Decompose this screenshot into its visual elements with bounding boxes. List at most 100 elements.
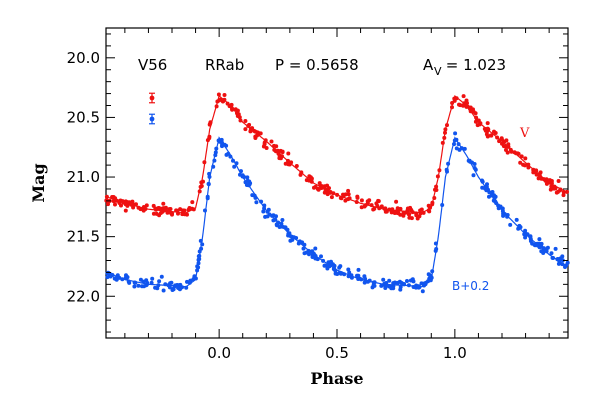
header-period: P = 0.5658 [275, 56, 359, 74]
v-data-point [354, 200, 359, 204]
b-data-point [487, 194, 491, 199]
v-data-point [168, 207, 173, 211]
b-data-point [310, 255, 315, 259]
v-data-point [379, 204, 384, 209]
v-data-point [120, 199, 125, 204]
v-data-point [214, 104, 219, 109]
b-data-point [192, 274, 197, 279]
v-data-point [432, 196, 437, 200]
v-data-point [190, 200, 195, 205]
b-data-point [321, 258, 326, 263]
v-data-point [434, 188, 439, 192]
b-data-point [446, 161, 451, 166]
v-data-point [104, 194, 109, 199]
b-data-point [126, 279, 131, 284]
series-label-b: B+0.2 [452, 279, 489, 293]
b-data-point [169, 280, 174, 285]
b-data-point [231, 158, 235, 163]
v-data-point [547, 178, 552, 183]
v-data-point [476, 118, 481, 123]
v-data-point [485, 134, 490, 139]
b-data-point [214, 146, 219, 151]
b-data-point [408, 278, 413, 283]
b-data-point [549, 251, 554, 256]
v-data-point [325, 192, 330, 197]
v-data-point [187, 206, 192, 210]
v-data-point [339, 196, 344, 201]
b-data-point [253, 195, 258, 200]
v-data-point [548, 187, 553, 192]
v-data-point [278, 148, 283, 153]
v-data-point [544, 181, 549, 186]
b-data-point [149, 280, 154, 285]
v-data-point [450, 105, 454, 110]
b-data-point [472, 166, 477, 170]
b-data-point [271, 218, 276, 223]
b-data-point [286, 233, 291, 238]
b-data-point [456, 142, 461, 147]
v-data-point [442, 135, 447, 140]
v-data-point [500, 137, 504, 142]
plot-frame [105, 27, 569, 339]
v-data-point [549, 184, 554, 189]
v-data-point [346, 188, 351, 193]
v-data-point [113, 202, 117, 207]
v-data-point [159, 207, 164, 212]
b-data-point [283, 225, 288, 230]
v-data-point [123, 208, 128, 213]
v-data-point [269, 139, 274, 144]
b-data-point [563, 265, 567, 269]
v-data-point [398, 206, 403, 211]
v-data-point [154, 211, 159, 216]
b-data-point [405, 279, 409, 283]
y-tick-label: 21.5 [67, 228, 100, 246]
b-data-point [213, 150, 218, 155]
v-data-point [272, 143, 276, 148]
b-data-point [542, 246, 546, 251]
b-data-point [539, 249, 544, 254]
b-data-point [423, 281, 428, 286]
b-data-point [362, 280, 367, 285]
b-data-point [197, 249, 202, 254]
b-data-point [211, 164, 216, 169]
b-data-point [560, 258, 565, 263]
b-data-point [332, 266, 337, 271]
b-data-point [492, 196, 497, 201]
b-data-point [381, 277, 386, 282]
v-data-point [255, 130, 259, 135]
b-data-point [239, 169, 243, 174]
y-tick-label: 20.0 [67, 49, 100, 67]
b-data-point [338, 264, 343, 269]
b-data-point [496, 203, 501, 208]
v-data-point [347, 196, 352, 201]
header-amplitude-value: = 1.023 [441, 56, 506, 74]
b-data-point [226, 151, 231, 156]
b-data-point [196, 261, 201, 266]
v-data-point [408, 205, 413, 210]
b-data-point [288, 238, 293, 243]
v-data-point [144, 203, 149, 208]
b-data-point [185, 279, 189, 284]
b-data-point [197, 253, 202, 258]
v-data-point [556, 189, 560, 194]
v-data-point [514, 151, 518, 156]
b-data-point [537, 237, 542, 242]
v-data-point [276, 151, 281, 156]
v-data-point [216, 92, 221, 97]
v-data-point [280, 154, 284, 159]
v-data-point [522, 163, 527, 168]
b-data-point [565, 260, 570, 265]
v-data-point [205, 138, 210, 143]
v-data-point [215, 99, 220, 104]
b-data-point [514, 217, 519, 222]
b-data-point [205, 196, 210, 201]
v-data-point [503, 144, 508, 149]
v-data-point [401, 213, 406, 218]
b-data-point [534, 241, 539, 246]
v-data-point [372, 206, 377, 211]
b-data-point [429, 275, 434, 280]
v-data-point [440, 140, 445, 145]
b-data-point [556, 261, 561, 266]
b-data-point [347, 270, 352, 275]
